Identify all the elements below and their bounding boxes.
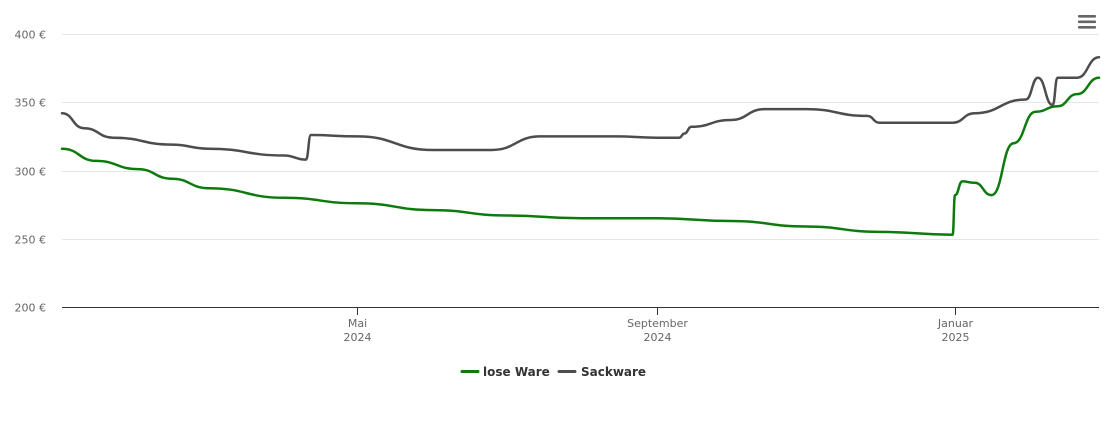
x-tick-month-label: September: [627, 317, 688, 330]
gridlines: [62, 34, 1099, 240]
legend-item-lose-ware[interactable]: lose Ware: [460, 365, 550, 379]
legend-label: Sackware: [581, 365, 646, 379]
y-tick-label: 350 €: [15, 97, 47, 110]
x-tick-month-label: Januar: [937, 317, 974, 330]
x-tick-year-label: 2025: [942, 331, 970, 344]
legend-label: lose Ware: [483, 365, 550, 379]
y-tick-label: 200 €: [15, 302, 47, 315]
y-tick-label: 400 €: [15, 29, 47, 42]
series-line-sackware: [60, 55, 1101, 161]
x-tick-year-label: 2024: [344, 331, 372, 344]
chart-menu-button[interactable]: [1074, 10, 1100, 34]
y-tick-label: 300 €: [15, 166, 47, 179]
series-line-lose-ware: [60, 76, 1101, 236]
x-tick-year-label: 2024: [644, 331, 672, 344]
y-axis: 200 € 250 € 300 € 350 € 400 €: [15, 29, 47, 315]
y-tick-label: 250 €: [15, 234, 47, 247]
legend-item-sackware[interactable]: Sackware: [557, 365, 646, 379]
series-lines: [60, 55, 1101, 236]
x-tick-month-label: Mai: [348, 317, 367, 330]
legend: lose Ware Sackware: [460, 365, 646, 379]
hamburger-menu-icon: [1078, 15, 1096, 29]
